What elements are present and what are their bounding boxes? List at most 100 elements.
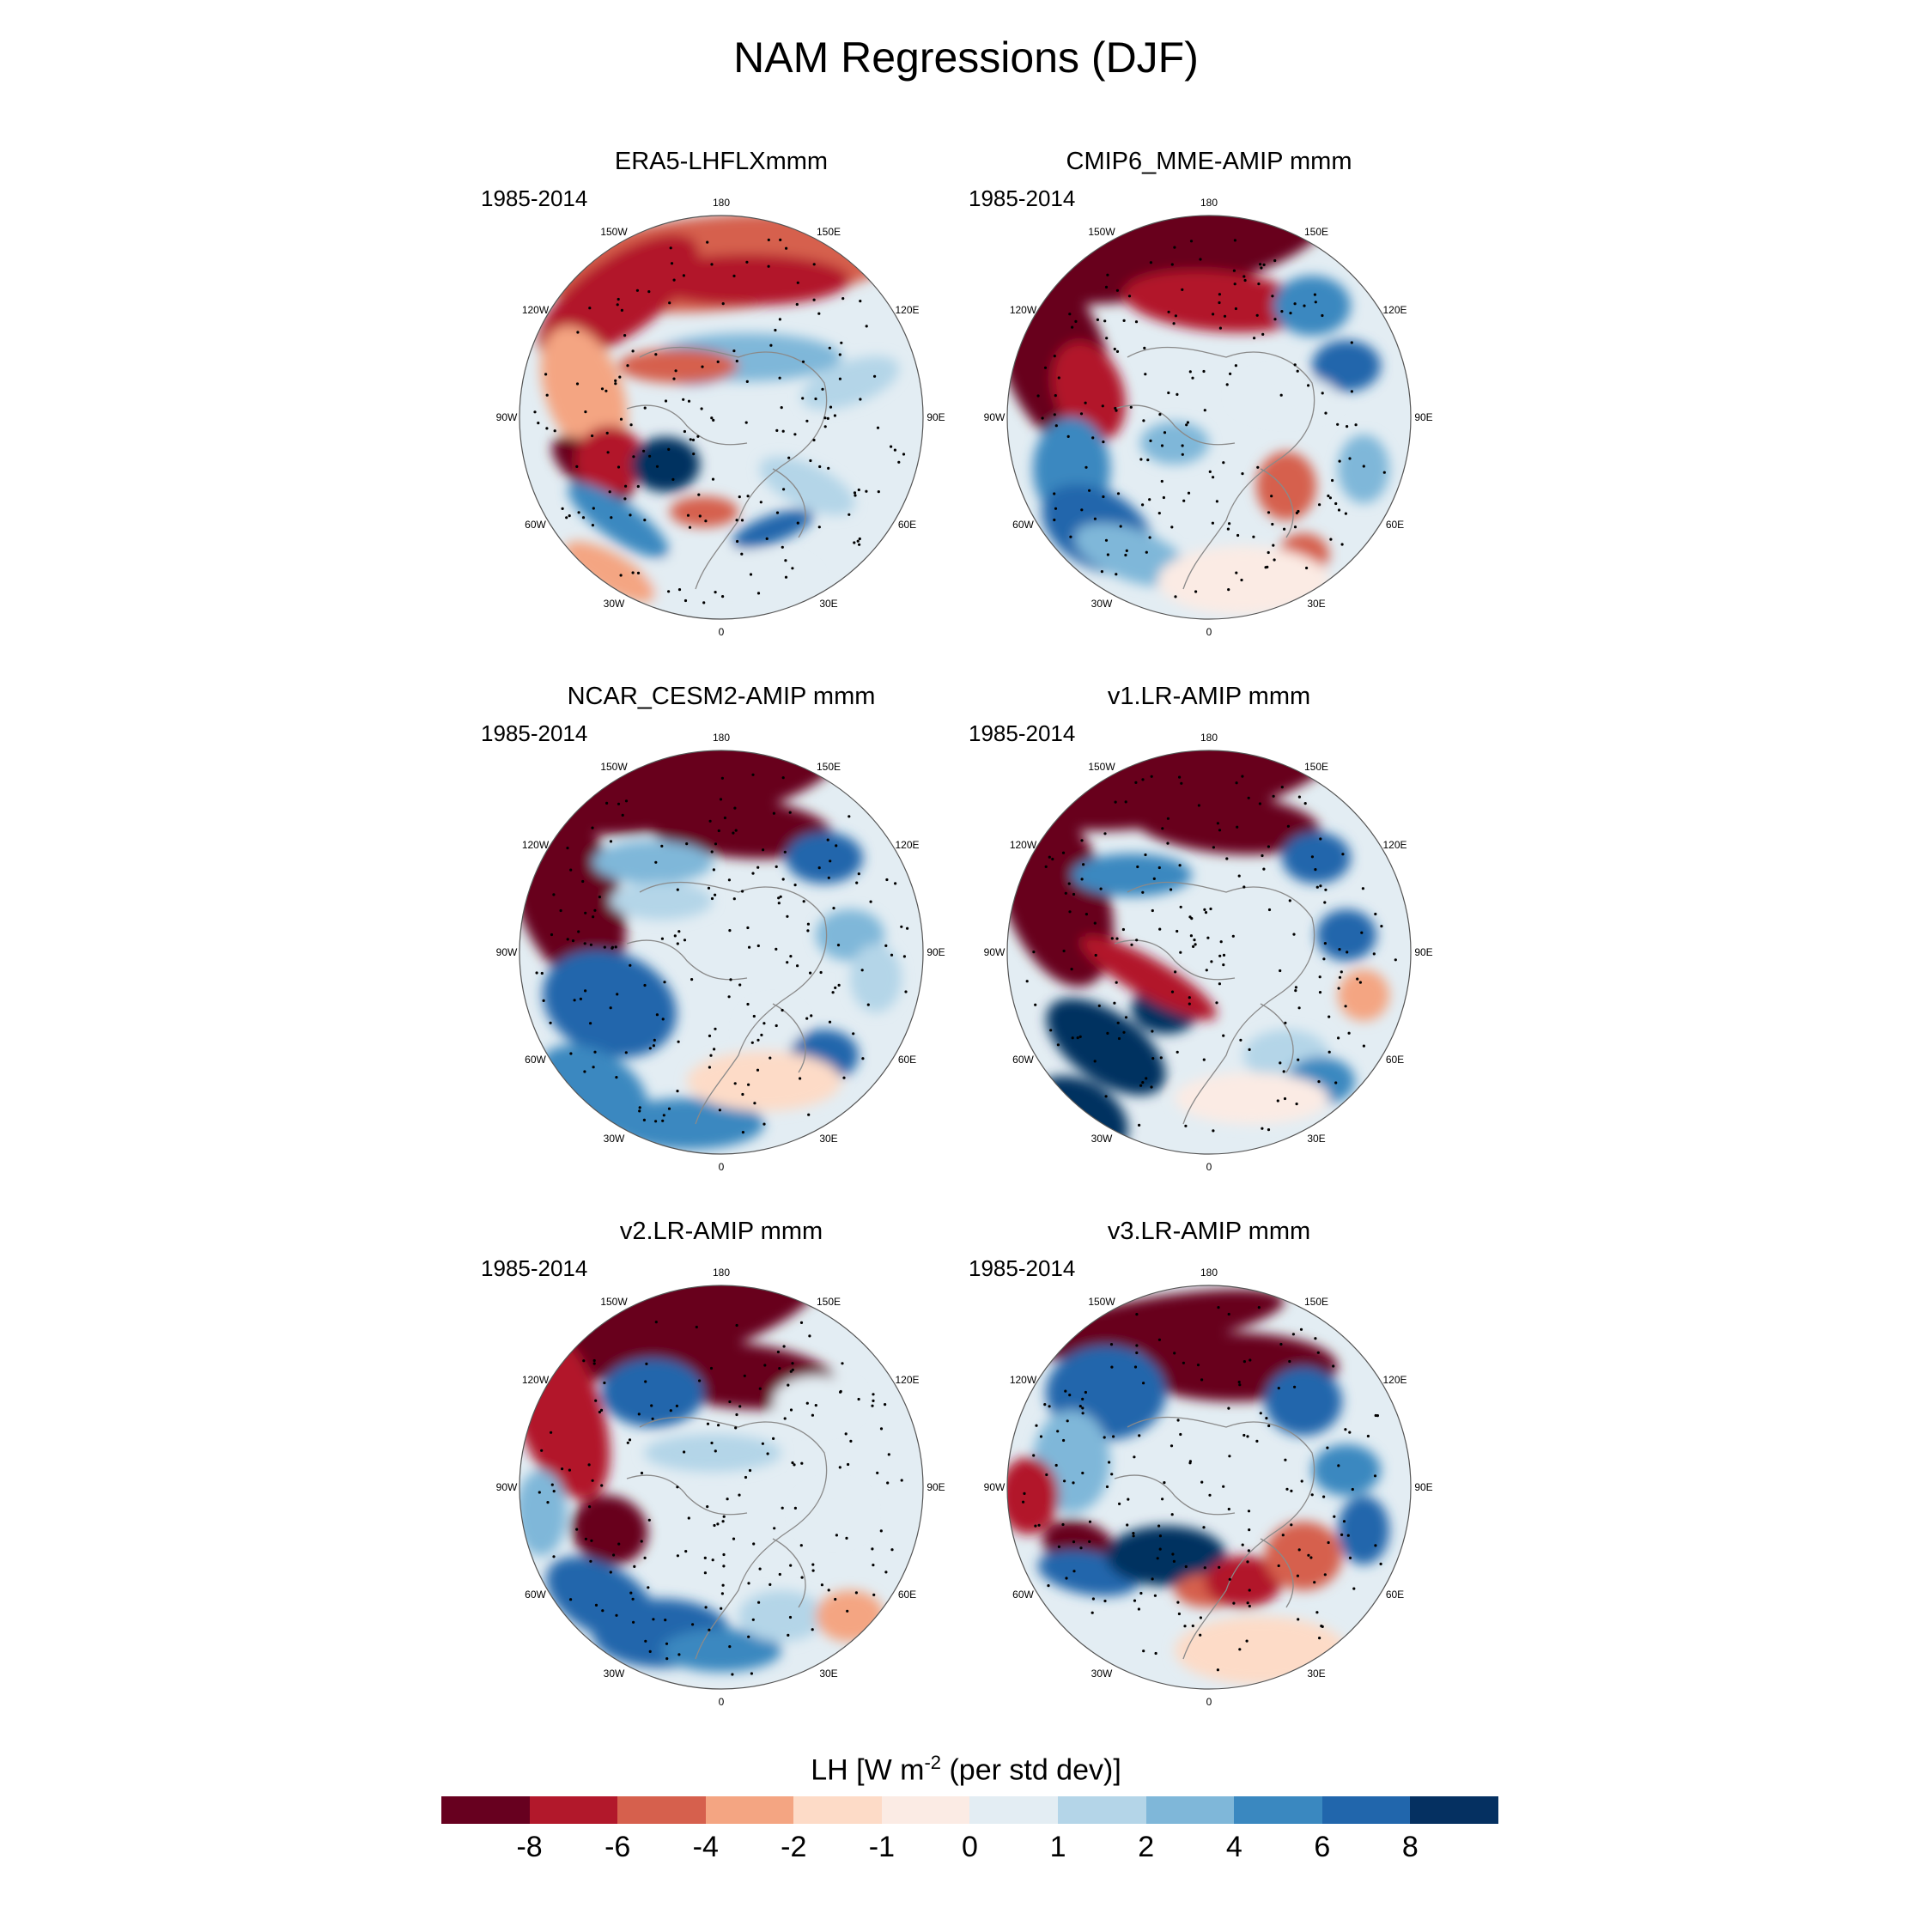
stipple-dot — [1318, 991, 1322, 994]
anomaly-region — [575, 426, 644, 495]
stipple-dot — [807, 1113, 811, 1116]
stipple-dot — [827, 466, 830, 470]
stipple-dot — [817, 526, 821, 529]
stipple-dot — [738, 1405, 742, 1408]
coastline — [1114, 1416, 1315, 1660]
stipple-dot — [581, 516, 586, 519]
stipple-dot — [608, 490, 611, 494]
stipple-dot — [1116, 492, 1121, 495]
longitude-label: 0 — [1206, 1161, 1212, 1173]
stipple-dot — [1240, 578, 1243, 582]
stipple-dot — [561, 1467, 564, 1471]
stipple-dot — [598, 1410, 601, 1414]
stipple-dot — [599, 1408, 604, 1412]
anomaly-region — [1265, 1367, 1342, 1436]
stipple-dot — [1157, 512, 1161, 515]
stipple-dot — [871, 1547, 874, 1551]
longitude-label: 30W — [1091, 1132, 1113, 1145]
stipple-dot — [1394, 958, 1397, 962]
stipple-dot — [1182, 499, 1186, 502]
stipple-dot — [744, 1475, 748, 1479]
stipple-dot — [1225, 857, 1229, 860]
stipple-dot — [1070, 968, 1073, 971]
stipple-dot — [778, 1572, 781, 1577]
stipple-dot — [1218, 301, 1221, 305]
stipple-dot — [1152, 877, 1156, 880]
stipple-dot — [615, 1076, 618, 1079]
stipple-dot — [835, 844, 838, 848]
stipple-dot — [733, 1082, 737, 1085]
stipple-dot — [667, 590, 671, 593]
stipple-dot — [817, 312, 821, 315]
stipple-dot — [576, 331, 580, 334]
map-border — [519, 215, 924, 620]
stipple-dot — [852, 1032, 855, 1036]
stipple-dot — [1117, 1036, 1121, 1041]
stipple-dot — [589, 943, 592, 946]
stipple-dot — [1141, 778, 1145, 781]
stipple-dot — [856, 539, 860, 543]
stipple-dot — [552, 893, 556, 896]
stipple-dot — [1310, 1493, 1314, 1497]
longitude-label: 120E — [895, 1374, 920, 1386]
stipple-dot — [855, 881, 859, 884]
longitude-label: 120E — [1382, 839, 1407, 851]
stipple-dot — [811, 1628, 814, 1631]
stipple-dot — [1196, 1364, 1200, 1367]
stipple-dot — [787, 456, 791, 459]
stipple-dot — [1071, 325, 1074, 329]
stipple-dot — [1323, 901, 1327, 904]
anomaly-region — [799, 1487, 867, 1539]
stipple-dot — [902, 955, 906, 958]
stipple-dot — [775, 947, 778, 951]
stipple-dot — [1322, 957, 1326, 961]
stipple-dot — [642, 1118, 646, 1121]
stipple-dot — [726, 1498, 729, 1501]
stipple-dot — [1068, 1394, 1072, 1397]
stipple-dot — [887, 1453, 890, 1456]
stipple-dot — [708, 819, 712, 823]
stipple-dot — [1167, 310, 1170, 313]
stipple-dot — [632, 455, 635, 459]
longitude-label: 0 — [1206, 1696, 1212, 1708]
stipple-dot — [741, 1131, 744, 1134]
longitude-label: 60W — [1012, 519, 1034, 531]
stipple-dot — [1057, 376, 1060, 380]
stipple-dot — [645, 1362, 648, 1365]
stipple-dot — [1297, 1058, 1300, 1061]
stipple-dot — [1022, 1500, 1025, 1504]
stipple-dot — [609, 1571, 612, 1574]
stipple-dot — [1166, 841, 1170, 845]
stipple-dot — [1265, 1417, 1268, 1420]
stipple-dot — [629, 513, 632, 517]
stipple-dot — [1284, 1458, 1287, 1461]
stipple-dot — [1292, 933, 1296, 936]
panel-period: 1985-2014 — [969, 185, 1076, 211]
stipple-dot — [1212, 1129, 1215, 1133]
stipple-dot — [845, 1536, 848, 1540]
stipple-dot — [1124, 1016, 1128, 1019]
stipple-dot — [1319, 837, 1322, 841]
stipple-dot — [1297, 1618, 1300, 1621]
stipple-dot — [1184, 1564, 1188, 1569]
anomaly-region — [540, 325, 628, 458]
stipple-dot — [721, 595, 725, 598]
stipple-dot — [652, 1618, 655, 1621]
stipple-dot — [1106, 553, 1109, 556]
stipple-dot — [1222, 953, 1226, 957]
stipple-dot — [865, 489, 868, 493]
stipple-dot — [1102, 495, 1105, 499]
stipple-dot — [1331, 478, 1334, 483]
stipple-dot — [537, 422, 540, 425]
stipple-dot — [624, 484, 628, 488]
longitude-label: 120W — [1009, 304, 1037, 316]
stipple-dot — [1272, 794, 1275, 798]
stipple-dot — [535, 971, 538, 975]
stipple-dot — [1285, 1487, 1289, 1491]
longitude-label: 150E — [1303, 760, 1329, 773]
stipple-dot — [734, 1426, 738, 1430]
longitude-label: 60E — [1385, 519, 1405, 531]
stipple-dot — [1176, 929, 1179, 933]
longitude-label: 90E — [1414, 411, 1433, 423]
stipple-dot — [1150, 775, 1153, 778]
